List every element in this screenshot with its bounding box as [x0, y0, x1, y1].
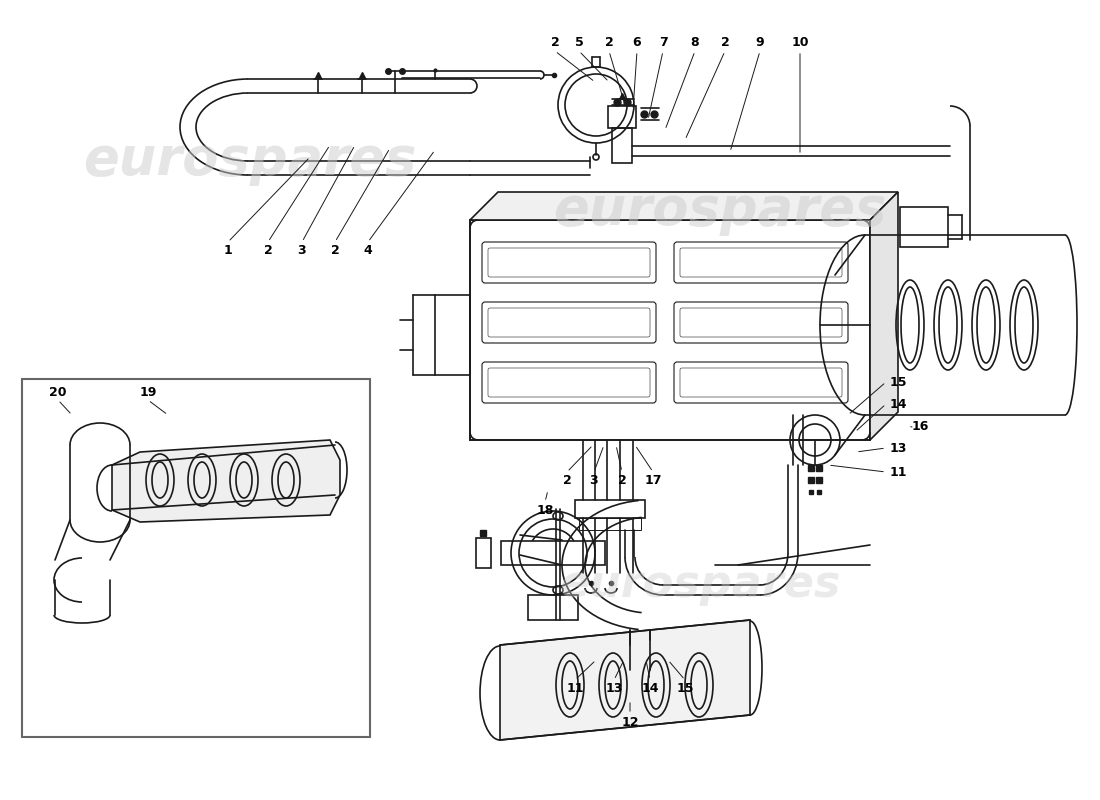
Bar — [579, 518, 641, 530]
Text: 8: 8 — [691, 37, 700, 50]
Polygon shape — [470, 192, 898, 220]
Text: 15: 15 — [676, 682, 694, 694]
Bar — [608, 106, 636, 128]
Text: 10: 10 — [791, 37, 808, 50]
Text: 9: 9 — [756, 37, 764, 50]
Text: 2: 2 — [720, 37, 729, 50]
Text: 11: 11 — [566, 682, 584, 694]
Text: 7: 7 — [659, 37, 668, 50]
Bar — [22, 379, 370, 737]
Text: 3: 3 — [590, 474, 598, 486]
Text: 14: 14 — [889, 398, 906, 410]
Text: 2: 2 — [617, 474, 626, 486]
Polygon shape — [112, 440, 340, 522]
Text: 2: 2 — [551, 37, 560, 50]
Text: 1: 1 — [223, 243, 232, 257]
Text: 2: 2 — [264, 243, 273, 257]
Text: 4: 4 — [364, 243, 373, 257]
Bar — [434, 295, 470, 375]
Text: eurospares: eurospares — [553, 184, 887, 236]
Text: 13: 13 — [889, 442, 906, 454]
Polygon shape — [500, 620, 750, 740]
Text: 16: 16 — [911, 419, 928, 433]
Text: eurospares: eurospares — [559, 563, 840, 606]
Text: 17: 17 — [645, 474, 662, 486]
Text: 13: 13 — [605, 682, 623, 694]
Text: 5: 5 — [574, 37, 583, 50]
Text: 2: 2 — [331, 243, 340, 257]
Bar — [612, 128, 632, 163]
Text: 3: 3 — [298, 243, 306, 257]
Text: 14: 14 — [641, 682, 659, 694]
Text: 11: 11 — [889, 466, 906, 478]
Bar — [476, 538, 491, 568]
Bar — [528, 595, 578, 620]
Text: 12: 12 — [621, 715, 639, 729]
Text: 20: 20 — [50, 386, 67, 398]
Text: eurospares: eurospares — [84, 134, 417, 186]
Bar — [470, 220, 870, 440]
Text: 2: 2 — [562, 474, 571, 486]
Text: 15: 15 — [889, 375, 906, 389]
Bar — [575, 500, 645, 518]
Bar — [900, 207, 948, 247]
Text: 18: 18 — [537, 503, 553, 517]
Text: 2: 2 — [605, 37, 614, 50]
Bar — [500, 541, 605, 565]
Polygon shape — [870, 192, 898, 440]
Text: 6: 6 — [632, 37, 641, 50]
Text: 19: 19 — [140, 386, 156, 398]
